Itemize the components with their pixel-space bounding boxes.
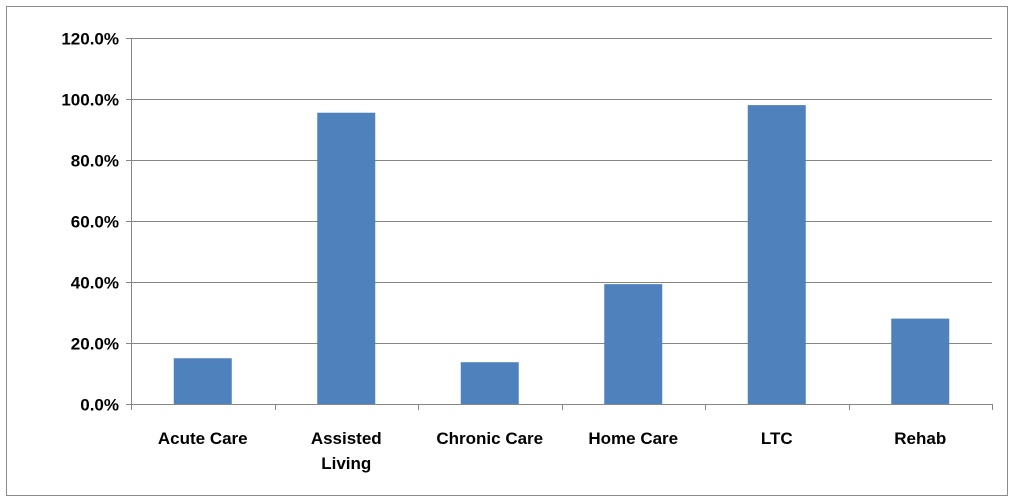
x-category-label: LTC bbox=[761, 429, 793, 448]
y-tick-label: 0.0% bbox=[80, 396, 119, 415]
x-category-label: Acute Care bbox=[158, 429, 248, 448]
chart-frame bbox=[6, 6, 1008, 496]
x-category-label-line: Living bbox=[321, 454, 371, 473]
bar-assisted-living bbox=[317, 112, 376, 404]
bar-acute-care bbox=[173, 358, 232, 404]
x-category-label-line: Assisted bbox=[311, 429, 382, 448]
y-tick-label: 120.0% bbox=[61, 30, 119, 49]
y-tick-label: 20.0% bbox=[71, 335, 119, 354]
y-tick-label: 80.0% bbox=[71, 152, 119, 171]
bar-chronic-care bbox=[460, 362, 519, 404]
x-category-label-line: Home Care bbox=[588, 429, 678, 448]
x-category-label-line: Rehab bbox=[894, 429, 946, 448]
x-category-label-line: LTC bbox=[761, 429, 793, 448]
y-tick-label: 100.0% bbox=[61, 91, 119, 110]
x-category-label: Rehab bbox=[894, 429, 946, 448]
x-category-label: Chronic Care bbox=[436, 429, 543, 448]
y-tick-label: 60.0% bbox=[71, 213, 119, 232]
bar-ltc bbox=[747, 105, 806, 404]
x-category-label: Home Care bbox=[588, 429, 678, 448]
x-category-label: Assisted Living bbox=[311, 429, 382, 473]
bar-home-care bbox=[604, 284, 663, 404]
x-category-label-line: Acute Care bbox=[158, 429, 248, 448]
bar-rehab bbox=[891, 318, 950, 404]
x-category-label-line: Chronic Care bbox=[436, 429, 543, 448]
y-tick-label: 40.0% bbox=[71, 274, 119, 293]
